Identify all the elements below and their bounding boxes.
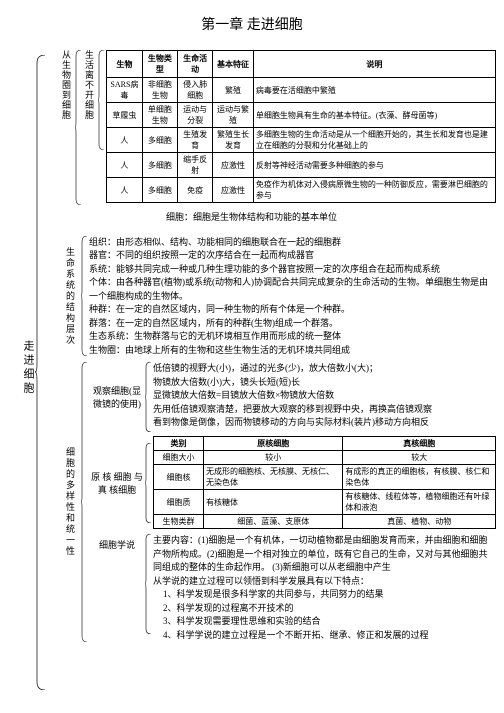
td: 反射等神经活动需要多种细胞的参与: [253, 153, 495, 178]
td: 免疫作为机体对入侵病原微生物的一种防御反应，需要淋巴细胞的参与: [253, 178, 495, 203]
td: 繁殖生长发育: [213, 128, 254, 153]
td: 细菌、蓝藻、支原体: [204, 515, 343, 529]
section-diversity: 细胞的多样性和统一性 观察细胞(显微镜的使用) 低倍镜的视野大(小)，通过的光多…: [60, 362, 496, 642]
line: 3、科学发现需要理性思维和实验的结合: [153, 615, 496, 629]
line: 生物圈：由地球上所有的生物和这些生物生活的无机环境共同组成: [89, 344, 496, 358]
td: 繁殖: [213, 78, 254, 103]
td: 侵入肺细胞: [178, 78, 213, 103]
td: 免疫: [178, 178, 213, 203]
line: 先用低倍镜观察清楚，把要放大观察的移到视野中央，再换高倍镜观察: [153, 403, 496, 417]
td: 无成形的细胞核、无核膜、无核仁、无染色体: [204, 465, 343, 490]
td: 细胞核: [154, 465, 204, 490]
td: 单细胞生物: [142, 103, 177, 128]
td: 病毒要在活细胞中繁殖: [253, 78, 495, 103]
td: SARS病毒: [107, 78, 143, 103]
cell-conclusion: 细胞：细胞是生物体结构和功能的基本单位: [106, 203, 496, 231]
line: 1、科学发现是很多科学家的共同参与，共同努力的结果: [153, 588, 496, 602]
line: 从学说的建立过程可以领悟到科学发展具有以下特点：: [153, 575, 496, 589]
line: 4、科学学说的建立过程是一个不断开拓、继承、修正和发展的过程: [153, 629, 496, 643]
brace-s1a: [75, 50, 83, 205]
td: 单细胞生物具有生命的基本特征。(衣藻、酵母菌等): [253, 103, 495, 128]
th: 类别: [154, 437, 204, 451]
line: 种群：在一定的自然区域内，同一种生物的所有个体是一个种群。: [89, 303, 496, 317]
label-bio-to-cell: 从生物圈到细胞: [60, 50, 73, 231]
brace-s2: [81, 236, 89, 356]
td: 细胞质: [154, 490, 204, 515]
td: 人: [107, 128, 143, 153]
td: 非细胞生物: [142, 78, 177, 103]
brace-s1b: [98, 50, 106, 150]
line: 低倍镜的视野大(小)，通过的光多(少)，放大倍数小(大)；: [153, 362, 496, 376]
th: 生物类型: [142, 51, 177, 78]
td: 多细胞: [142, 153, 177, 178]
td: 多细胞: [142, 128, 177, 153]
section-life-cell: 从生物圈到细胞 生活离不开细胞 生物 生物类型 生命活动 基本特征 说明 SAR…: [60, 50, 496, 231]
pe-table: 类别 原核细胞 真核细胞 细胞大小较小较大 细胞核无成形的细胞核、无核膜、无核仁…: [153, 436, 496, 529]
line: 生态系统：生物群落与它的无机环境相互作用而形成的统一整体: [89, 330, 496, 344]
td: 运动与繁殖: [213, 103, 254, 128]
td: 草履虫: [107, 103, 143, 128]
label-life-system: 生命系统的结构层次: [60, 247, 81, 346]
td: 多细胞: [142, 178, 177, 203]
td: 人: [107, 178, 143, 203]
td: 应激性: [213, 153, 254, 178]
td: 缩手反射: [178, 153, 213, 178]
section-life-system: 生命系统的结构层次 组织：由形态相似、结构、功能相同的细胞联合在一起的细胞群 器…: [60, 236, 496, 358]
td: 有核糖体、线粒体等，植物细胞还有叶绿体和液泡: [343, 490, 496, 515]
th: 生命活动: [178, 51, 213, 78]
brace-theory: [145, 534, 153, 634]
page-title: 第一章 走进细胞: [0, 0, 504, 44]
td: 生物类群: [154, 515, 204, 529]
td: 有成形的真正的细胞核，有核膜、核仁和染色体: [343, 465, 496, 490]
td: 较大: [343, 451, 496, 465]
th: 真核细胞: [343, 437, 496, 451]
th: 生物: [107, 51, 143, 78]
line: 2、科学发现的过程离不开技术的: [153, 602, 496, 616]
td: 较小: [204, 451, 343, 465]
td: 生殖发育: [178, 128, 213, 153]
td: 应激性: [213, 178, 254, 203]
line: 群落：在一定的自然区域内，所有的种群(生物)组成一个群落。: [89, 317, 496, 331]
line: 物镜放大倍数(小)大，镜头长短(短)长: [153, 376, 496, 390]
td: 细胞大小: [154, 451, 204, 465]
line: 系统：能够共同完成一种或几种生理功能的多个器官按照一定的次序组合在起而构成系统: [89, 263, 496, 277]
observation-block: 观察细胞(显微镜的使用) 低倍镜的视野大(小)，通过的光多(少)，放大倍数小(大…: [89, 362, 496, 432]
td: 有核糖体: [204, 490, 343, 515]
outer-brace: [35, 55, 47, 690]
label-diversity: 细胞的多样性和统一性: [60, 447, 81, 557]
outer-label: 走进细胞: [20, 340, 36, 396]
td: 多细胞生物的生命活动是从一个细胞开始的，其生长和发育也是建立在细胞的分裂和分化基…: [253, 128, 495, 153]
th: 基本特征: [213, 51, 254, 78]
theory-block: 细胞学说 主要内容：(1)细胞是一个有机体，一切动植物都是由细胞发育而来，并由细…: [89, 534, 496, 642]
label-observe: 观察细胞(显微镜的使用): [89, 384, 145, 410]
life-table: 生物 生物类型 生命活动 基本特征 说明 SARS病毒非细胞生物侵入肺细胞繁殖病…: [106, 50, 496, 203]
td: 人: [107, 153, 143, 178]
td: 运动与分裂: [178, 103, 213, 128]
pe-block: 原 核 细胞 与 真 核细胞 类别 原核细胞 真核细胞 细胞大小较小较大 细胞核…: [89, 436, 496, 529]
th: 说明: [253, 51, 495, 78]
line: 组织：由形态相似、结构、功能相同的细胞联合在一起的细胞群: [89, 236, 496, 250]
line: 显微镜放大倍数=目镜放大倍数×物镜放大倍数: [153, 389, 496, 403]
td: 真菌、植物、动物: [343, 515, 496, 529]
th: 原核细胞: [204, 437, 343, 451]
label-life-cell: 生活离不开细胞: [83, 50, 96, 231]
line: 主要内容：(1)细胞是一个有机体，一切动植物都是由细胞发育而来，并由细胞和细胞产…: [153, 534, 496, 575]
brace-s3: [81, 362, 89, 642]
line: 器官：不同的组织按照一定的次序结合在一起而构成器官: [89, 249, 496, 263]
line: 个体：由各种器官(植物)或系统(动物和人)协调配合共同完成复杂的生命活动的生物。…: [89, 276, 496, 303]
line: 看到物像是倒像，因而物镜移动的方向与实际材料(装片)移动方向相反: [153, 416, 496, 430]
brace-obs: [145, 362, 153, 432]
label-pe: 原 核 细胞 与 真 核细胞: [89, 470, 145, 496]
brace-pe: [145, 443, 153, 523]
label-theory: 细胞学说: [89, 534, 145, 551]
